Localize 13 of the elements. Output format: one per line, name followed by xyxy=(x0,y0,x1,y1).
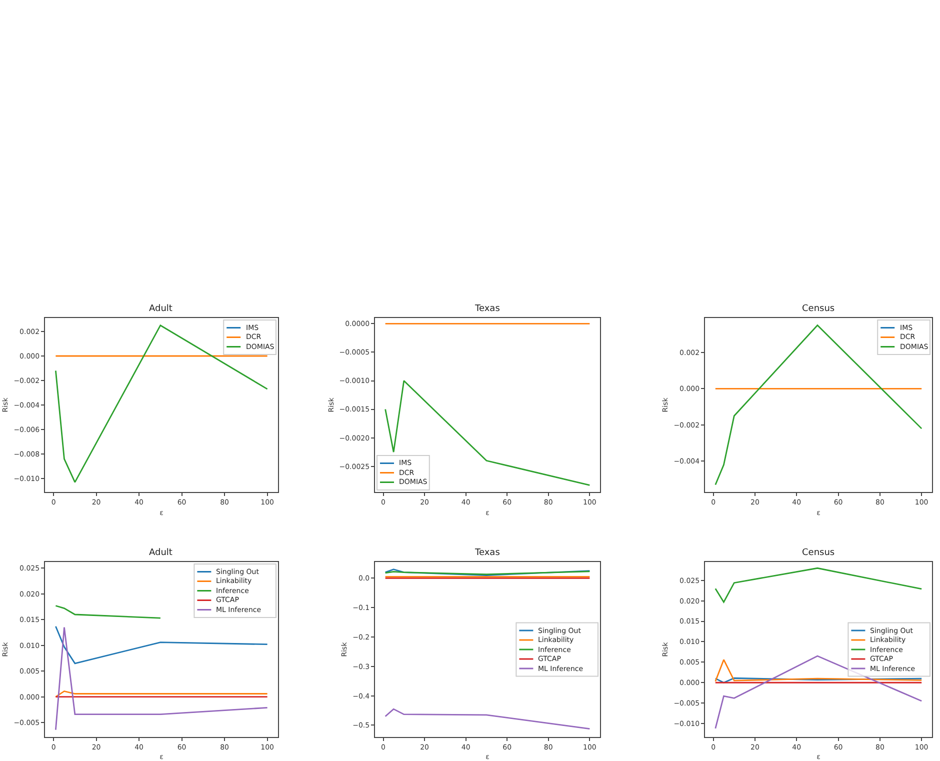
line-series xyxy=(54,626,268,730)
chart-title: Texas xyxy=(474,548,500,558)
line-series xyxy=(384,380,590,486)
chart-title: Adult xyxy=(149,548,173,558)
line-series xyxy=(54,605,162,619)
line-series xyxy=(714,567,922,603)
chart-title: Census xyxy=(802,304,835,314)
line-series xyxy=(384,708,590,730)
line-series xyxy=(714,655,922,730)
chart-title: Texas xyxy=(474,304,500,314)
chart-title: Census xyxy=(802,548,835,558)
chart-title: Adult xyxy=(149,304,173,314)
line-series xyxy=(54,626,268,664)
